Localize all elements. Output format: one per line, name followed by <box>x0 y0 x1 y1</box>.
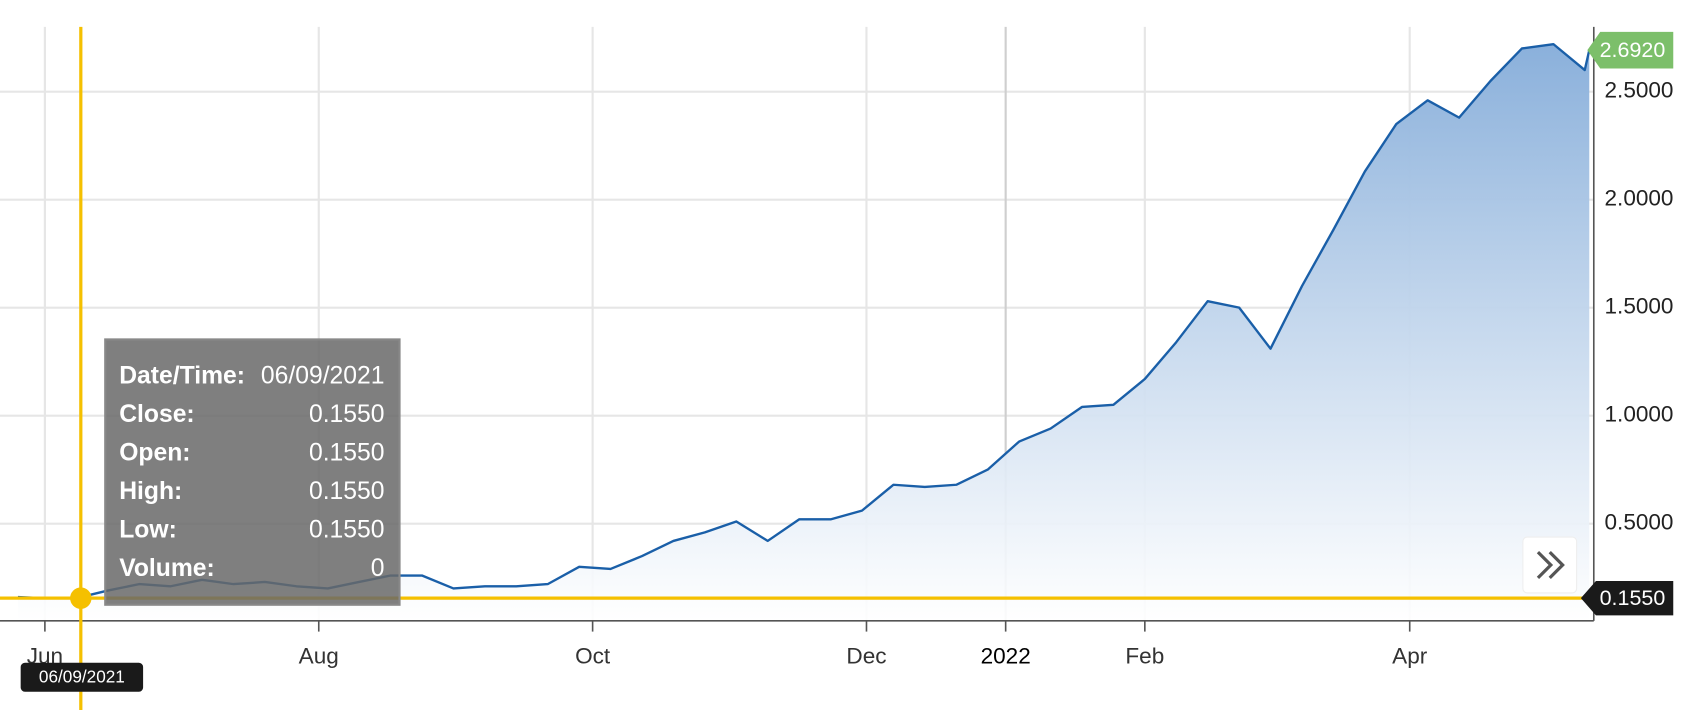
tooltip-label: Low: <box>119 516 177 543</box>
crosshair-date-tag <box>20 662 144 692</box>
tooltip-value: 06/09/2021 <box>261 363 385 390</box>
scroll-icon <box>1536 550 1565 580</box>
tooltip-value: 0.1550 <box>309 439 385 466</box>
tooltip-label: Open: <box>119 439 190 466</box>
tooltip-value: 0.1550 <box>309 478 385 505</box>
x-tick-label: Oct <box>575 643 611 668</box>
x-tick-label: Dec <box>846 643 886 668</box>
area <box>17 44 1590 621</box>
y-tick-label: 2.5000 <box>1605 78 1674 103</box>
y-tick-label: 1.0000 <box>1605 402 1674 427</box>
tooltip-box <box>104 338 401 606</box>
y-tick-label: 1.5000 <box>1605 294 1674 319</box>
last-price-label: 2.6920 <box>1600 38 1666 62</box>
crosshair-value-label: 0.1550 <box>1600 586 1666 610</box>
tooltip-label: Date/Time: <box>119 363 245 390</box>
tooltip-label: High: <box>119 478 182 505</box>
scroll-button[interactable] <box>1522 536 1578 594</box>
x-tick-label: Apr <box>1392 643 1428 668</box>
crosshair-date-label: 06/09/2021 <box>39 666 125 686</box>
tooltip-value: 0 <box>371 555 385 582</box>
tooltip-value: 0.1550 <box>309 401 385 428</box>
tooltip: Date/Time: 06/09/2021 Close: 0.1550 Open: 0.1… <box>104 338 401 606</box>
y-tick-label: 2.0000 <box>1605 186 1674 211</box>
x-tick-label: 2022 <box>981 643 1031 668</box>
crosshair-dot <box>70 587 92 609</box>
tooltip-label: Close: <box>119 401 194 428</box>
tooltip-label: Volume: <box>119 555 215 582</box>
x-tick-label: Feb <box>1125 643 1164 668</box>
x-tick-label: Aug <box>299 643 339 668</box>
crosshair-value-tag <box>1580 580 1674 616</box>
last-price-tag <box>1587 31 1674 69</box>
tooltip-value: 0.1550 <box>309 516 385 543</box>
y-tick-label: 0.5000 <box>1605 510 1674 535</box>
